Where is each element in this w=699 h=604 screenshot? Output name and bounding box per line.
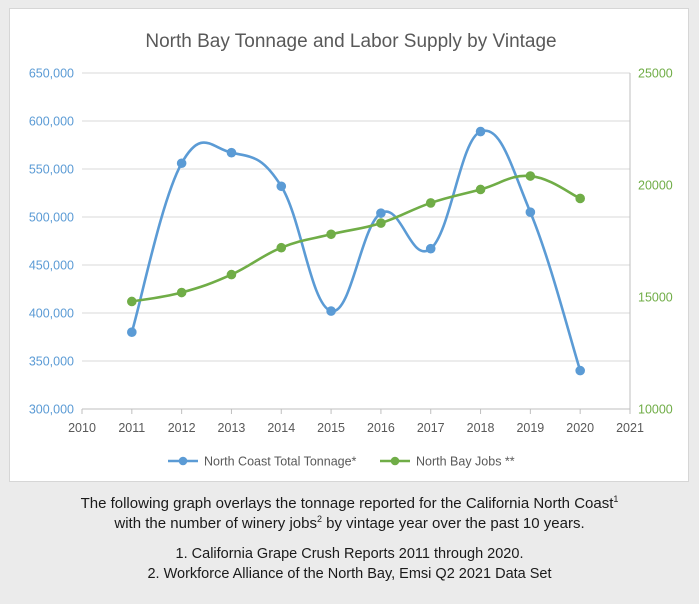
- legend-label-jobs: North Bay Jobs **: [416, 455, 515, 469]
- x-tick-label: 2011: [118, 421, 145, 435]
- x-tick-label: 2013: [218, 421, 246, 435]
- caption-intro: The following graph overlays the tonnage…: [50, 494, 650, 534]
- caption: The following graph overlays the tonnage…: [0, 494, 699, 584]
- chart-title: North Bay Tonnage and Labor Supply by Vi…: [145, 31, 556, 52]
- y-right-tick-label: 10000: [638, 403, 673, 417]
- y-left-tick-label: 300,000: [29, 403, 74, 417]
- series-line-jobs: [130, 174, 582, 303]
- x-tick-label: 2016: [367, 421, 395, 435]
- caption-intro-line2a: with the number of winery jobs: [114, 515, 317, 532]
- data-point-jobs: [226, 269, 237, 280]
- data-point-jobs: [326, 229, 336, 240]
- caption-intro-line1: The following graph overlays the tonnage…: [80, 495, 614, 512]
- y-left-tick-label: 500,000: [29, 211, 74, 225]
- x-tick-label: 2012: [168, 421, 196, 435]
- y-left-tick-label: 600,000: [29, 115, 74, 129]
- data-point-tonnage: [525, 207, 536, 217]
- y-left-tick-label: 550,000: [29, 163, 74, 177]
- legend-marker-tonnage: [178, 456, 188, 466]
- legend: North Coast Total Tonnage* North Bay Jobs…: [168, 455, 515, 469]
- caption-note-1: 1. California Grape Crush Reports 2011 t…: [175, 546, 524, 562]
- caption-intro-line2b: by vintage year over the past 10 years.: [321, 515, 585, 532]
- data-point-tonnage: [176, 158, 187, 169]
- data-point-tonnage: [425, 243, 436, 254]
- data-point-tonnage: [226, 147, 237, 158]
- y-left-tick-label: 650,000: [29, 67, 74, 81]
- x-tick-label: 2019: [516, 421, 544, 435]
- data-point-tonnage: [276, 181, 287, 192]
- caption-note-2: 2. Workforce Alliance of the North Bay, …: [147, 566, 552, 582]
- data-point-jobs: [475, 184, 486, 195]
- x-tick-label: 2010: [68, 421, 96, 435]
- legend-marker-jobs: [390, 456, 400, 466]
- axes: 300,000 350,000 400,000 450,000 500,000 550,0…: [29, 67, 673, 436]
- data-point-tonnage: [475, 126, 486, 137]
- legend-label-tonnage: North Coast Total Tonnage*: [204, 455, 357, 469]
- y-left-tick-label: 450,000: [29, 259, 74, 273]
- data-point-jobs: [425, 198, 436, 208]
- y-right-tick-label: 25000: [638, 67, 673, 81]
- caption-footnote-ref-2: 2: [316, 514, 322, 524]
- x-tick-label: 2021: [616, 421, 644, 435]
- x-tick-label: 2020: [566, 421, 594, 435]
- y-right-tick-label: 20000: [638, 179, 673, 193]
- x-tick-label: 2014: [267, 421, 295, 435]
- grid-lines: [82, 72, 630, 362]
- series-lines: [127, 126, 585, 376]
- x-tick-label: 2018: [467, 421, 495, 435]
- data-point-tonnage: [575, 365, 585, 376]
- data-point-tonnage: [127, 327, 137, 338]
- x-tick-label: 2015: [317, 421, 345, 435]
- caption-notes: 1. California Grape Crush Reports 2011 t…: [0, 544, 699, 584]
- chart-card: North Bay Tonnage and Labor Supply by Vi…: [9, 8, 689, 482]
- data-point-tonnage: [376, 208, 386, 218]
- series-line-tonnage: [130, 129, 582, 372]
- y-left-tick-label: 400,000: [29, 307, 74, 321]
- y-left-tick-label: 350,000: [29, 355, 74, 369]
- data-point-jobs: [127, 296, 137, 307]
- data-point-tonnage: [326, 306, 336, 316]
- x-tick-label: 2017: [417, 421, 445, 435]
- caption-footnote-ref-1: 1: [613, 494, 619, 504]
- data-point-jobs: [276, 242, 287, 253]
- line-chart: North Bay Tonnage and Labor Supply by Vi…: [29, 31, 673, 469]
- y-right-tick-label: 15000: [638, 291, 673, 305]
- data-point-jobs: [176, 287, 187, 298]
- data-point-jobs: [376, 218, 386, 228]
- data-point-jobs: [575, 193, 585, 204]
- data-point-jobs: [525, 171, 536, 181]
